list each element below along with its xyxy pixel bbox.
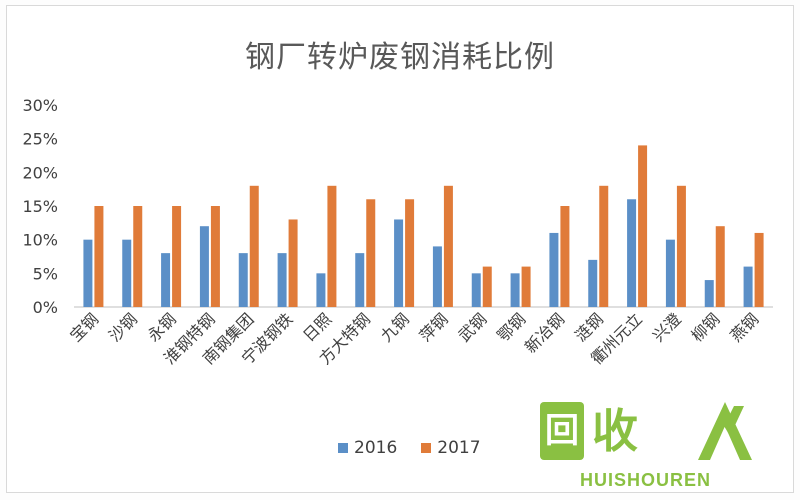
watermark-glyph-1: 回 (540, 402, 584, 460)
legend-label-2017: 2017 (437, 438, 481, 458)
watermark-logo: 回 收 HUISHOUREN (540, 398, 770, 493)
legend-swatch-2017 (421, 443, 432, 453)
bar-2016-宝钢 (83, 239, 93, 307)
bar-2016-萍钢 (432, 246, 442, 307)
bar-2017-柳钢 (715, 226, 725, 307)
bar-2017-永钢 (172, 206, 182, 307)
watermark-mark-icon (698, 402, 752, 460)
x-tick-label: 九钢 (377, 309, 413, 345)
bar-2016-淮钢特钢 (199, 226, 209, 307)
legend-item-2016: 2016 (338, 438, 397, 458)
bar-2016-武钢 (471, 273, 481, 307)
watermark-text: HUISHOUREN (580, 470, 712, 490)
bar-2017-燕钢 (754, 232, 764, 307)
bar-2017-涟钢 (599, 185, 609, 307)
bar-2016-九钢 (394, 219, 404, 307)
y-tick-label: 0% (33, 298, 58, 317)
legend: 2016 2017 (338, 438, 505, 458)
y-tick-label: 15% (22, 197, 58, 216)
y-tick-label: 20% (22, 163, 58, 182)
bar-2017-方大特钢 (366, 199, 376, 307)
x-tick-label: 武钢 (455, 309, 491, 345)
bar-2017-衢州元立 (638, 145, 648, 307)
bar-2017-武钢 (482, 266, 492, 307)
bar-2017-淮钢特钢 (210, 206, 220, 307)
bar-2016-新冶钢 (549, 232, 559, 307)
y-tick-label: 5% (33, 264, 58, 283)
legend-item-2017: 2017 (421, 438, 481, 458)
bar-2017-沙钢 (133, 206, 143, 307)
bar-2016-日照 (316, 273, 326, 307)
bar-2016-兴澄 (665, 239, 675, 307)
bar-2016-宁波钢铁 (277, 253, 287, 307)
bar-2017-鄂钢 (521, 266, 531, 307)
bar-2017-兴澄 (676, 185, 686, 307)
bar-2017-宝钢 (94, 206, 104, 307)
bar-2016-永钢 (161, 253, 171, 307)
y-tick-label: 25% (22, 130, 58, 149)
legend-swatch-2016 (338, 443, 348, 453)
y-tick-label: 30% (22, 96, 58, 115)
x-tick-label: 沙钢 (105, 309, 141, 345)
bar-2016-南钢集团 (238, 253, 248, 307)
bar-2016-方大特钢 (355, 253, 365, 307)
bar-2016-涟钢 (588, 259, 598, 307)
y-tick-label: 10% (22, 231, 58, 250)
bar-2017-日照 (327, 185, 337, 307)
bar-2016-燕钢 (743, 266, 753, 307)
bar-2016-衢州元立 (627, 199, 637, 307)
bar-2017-新冶钢 (560, 206, 570, 307)
x-tick-label: 燕钢 (726, 309, 762, 345)
bar-2017-萍钢 (443, 185, 453, 307)
bar-2017-南钢集团 (249, 185, 259, 307)
bar-2016-鄂钢 (510, 273, 520, 307)
x-tick-label: 新冶钢 (521, 309, 568, 356)
bar-2017-宁波钢铁 (288, 219, 298, 307)
bar-2016-沙钢 (122, 239, 132, 307)
bar-2017-九钢 (405, 199, 415, 307)
x-tick-label: 柳钢 (688, 309, 724, 345)
x-tick-label: 萍钢 (416, 309, 452, 345)
x-tick-label: 宝钢 (66, 309, 102, 345)
chart-title: 钢厂转炉废钢消耗比例 (245, 40, 555, 75)
legend-label-2016: 2016 (354, 438, 398, 458)
x-tick-label: 兴澄 (649, 309, 685, 345)
watermark-glyph-2: 收 (592, 404, 638, 458)
bar-2016-柳钢 (704, 280, 714, 307)
